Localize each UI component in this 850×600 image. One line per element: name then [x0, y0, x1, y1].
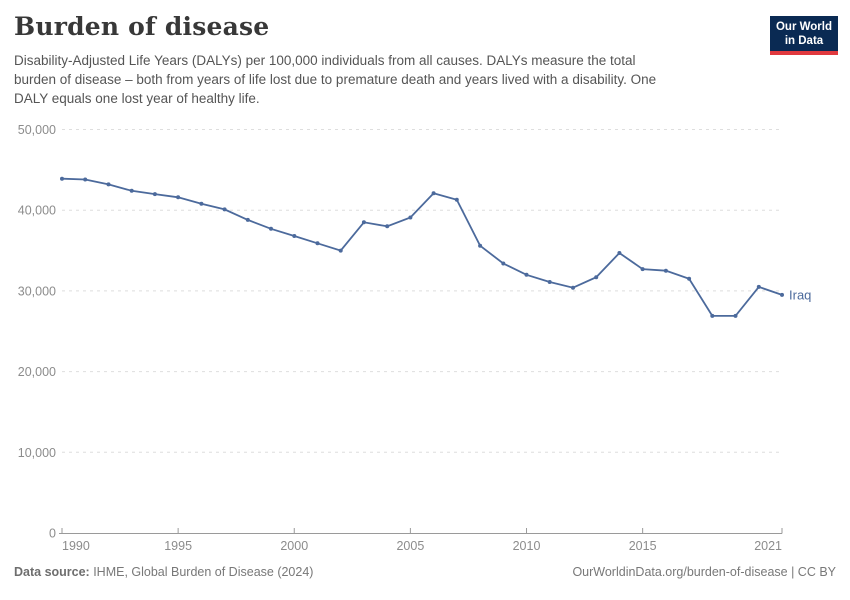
x-axis-tick-label: 2021: [754, 539, 782, 553]
data-point-marker[interactable]: [594, 275, 599, 280]
data-point-marker[interactable]: [663, 268, 668, 273]
y-axis-tick-label: 0: [49, 527, 56, 541]
data-point-marker[interactable]: [617, 251, 622, 255]
owid-logo[interactable]: Our World in Data: [770, 16, 838, 55]
data-point-marker[interactable]: [176, 195, 181, 200]
x-axis-tick-label: 2015: [629, 539, 657, 553]
chart-footer: Data source: IHME, Global Burden of Dise…: [14, 565, 836, 579]
y-axis-tick-label: 10,000: [18, 446, 56, 460]
data-source-value: IHME, Global Burden of Disease (2024): [89, 565, 314, 579]
data-point-marker[interactable]: [83, 177, 88, 182]
data-point-marker[interactable]: [780, 292, 784, 297]
x-axis-tick-label: 1995: [164, 539, 192, 553]
chart-subtitle: Disability-Adjusted Life Years (DALYs) p…: [14, 51, 656, 108]
data-point-marker[interactable]: [431, 191, 436, 196]
x-axis-tick-label: 2010: [513, 539, 541, 553]
owid-logo-line2: in Data: [784, 35, 824, 47]
data-point-marker[interactable]: [571, 285, 575, 290]
data-point-marker[interactable]: [222, 207, 227, 212]
data-point-marker[interactable]: [501, 261, 506, 266]
data-point-marker[interactable]: [292, 234, 297, 238]
subtitle-line: DALY equals one lost year of healthy lif…: [14, 91, 260, 106]
page-title: Burden of disease: [14, 12, 270, 41]
y-axis-tick-label: 40,000: [18, 204, 56, 218]
x-axis-tick-label: 2000: [280, 539, 308, 553]
series-end-label[interactable]: Iraq: [789, 287, 811, 302]
data-point-marker[interactable]: [315, 241, 320, 246]
data-point-marker[interactable]: [152, 192, 157, 197]
x-axis-tick-label: 1990: [62, 539, 90, 553]
y-axis-tick-label: 30,000: [18, 284, 56, 298]
subtitle-line: burden of disease – both from years of l…: [14, 72, 657, 87]
owid-logo-line1: Our World: [775, 21, 832, 33]
data-point-marker[interactable]: [385, 224, 390, 229]
series-line[interactable]: [61, 177, 783, 317]
x-axis-tick-label: 2005: [396, 539, 424, 553]
y-axis-tick-label: 20,000: [18, 365, 56, 379]
subtitle-line: Disability-Adjusted Life Years (DALYs) p…: [14, 53, 636, 68]
data-point-marker[interactable]: [245, 217, 250, 222]
series-iraq[interactable]: Iraq: [60, 176, 811, 318]
data-point-marker[interactable]: [454, 197, 459, 202]
data-point-marker[interactable]: [733, 313, 738, 318]
data-source-note: Data source: IHME, Global Burden of Dise…: [14, 565, 313, 579]
data-point-marker[interactable]: [129, 188, 134, 193]
data-point-marker[interactable]: [338, 248, 343, 253]
data-point-marker[interactable]: [524, 272, 529, 277]
data-point-marker[interactable]: [478, 243, 483, 248]
data-point-marker[interactable]: [710, 313, 715, 318]
data-point-marker[interactable]: [199, 201, 204, 206]
data-point-marker[interactable]: [269, 226, 273, 231]
data-point-marker[interactable]: [60, 176, 64, 181]
data-source-label: Data source:: [14, 565, 90, 579]
owid-url-link[interactable]: OurWorldinData.org/burden-of-disease | C…: [572, 565, 836, 579]
data-point-marker[interactable]: [756, 284, 761, 289]
data-point-marker[interactable]: [640, 267, 645, 272]
y-axis-tick-label: 50,000: [18, 123, 56, 137]
data-point-marker[interactable]: [687, 276, 692, 281]
data-point-marker[interactable]: [547, 280, 552, 284]
data-point-marker[interactable]: [408, 215, 413, 220]
data-point-marker[interactable]: [106, 182, 111, 187]
data-point-marker[interactable]: [361, 220, 366, 225]
